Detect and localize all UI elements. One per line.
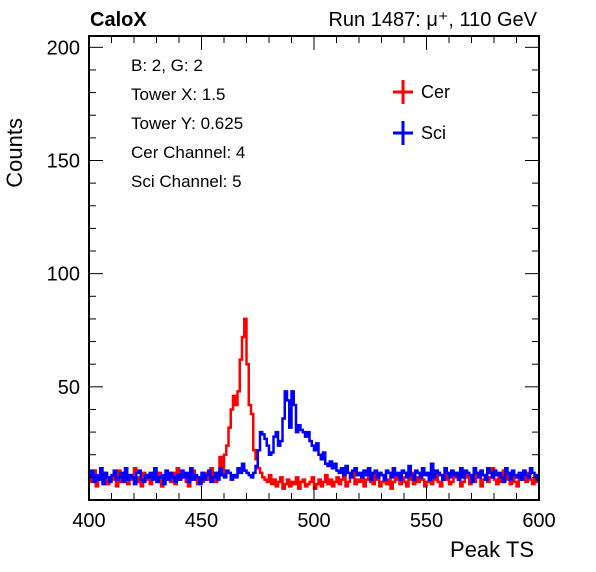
x-tick-label: 500 [297, 510, 330, 532]
y-tick-label: 100 [47, 264, 80, 286]
legend-label-cer: Cer [421, 82, 450, 102]
info-box: B: 2, G: 2 Tower X: 1.5 Tower Y: 0.625 C… [131, 56, 245, 191]
series-line-cer [89, 317, 539, 490]
plot-frame [88, 35, 540, 501]
info-line: Tower X: 1.5 [131, 85, 226, 104]
legend-entry-sci: Sci [393, 121, 446, 145]
series-line-sci [89, 390, 539, 486]
header-right: Run 1487: μ⁺, 110 GeV [328, 9, 537, 31]
x-tick-label: 600 [522, 510, 555, 532]
header-left: CaloX [90, 9, 147, 31]
info-line: Tower Y: 0.625 [131, 114, 243, 133]
x-tick-label: 400 [72, 510, 105, 532]
x-tick-label: 550 [410, 510, 443, 532]
legend: Cer Sci [393, 80, 450, 145]
info-line: Sci Channel: 5 [131, 172, 242, 191]
plot-lines [89, 317, 539, 490]
y-axis-title: Counts [2, 118, 27, 188]
y-tick-label: 150 [47, 150, 80, 172]
info-line: B: 2, G: 2 [131, 56, 203, 75]
axis-ticks: 400 450 500 550 600 50 100 150 200 [47, 36, 556, 532]
legend-label-sci: Sci [421, 123, 446, 143]
x-tick-label: 450 [185, 510, 218, 532]
legend-entry-cer: Cer [393, 80, 450, 104]
x-axis-title: Peak TS [450, 537, 534, 562]
y-tick-label: 200 [47, 37, 80, 59]
info-line: Cer Channel: 4 [131, 143, 245, 162]
y-tick-label: 50 [58, 377, 80, 399]
